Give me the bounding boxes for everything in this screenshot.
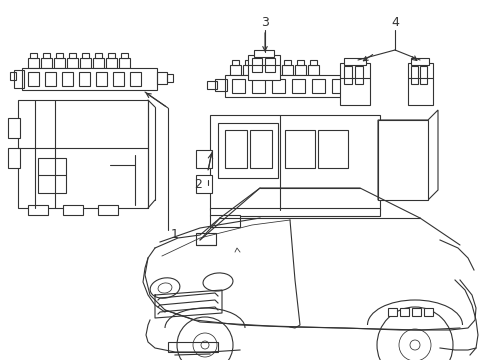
Bar	[343, 58, 365, 65]
Bar	[108, 53, 115, 58]
Bar	[285, 130, 314, 168]
Text: 1: 1	[171, 229, 179, 242]
Bar	[119, 58, 130, 68]
Bar	[30, 53, 37, 58]
Bar	[67, 58, 78, 68]
Bar	[209, 208, 379, 216]
Bar	[14, 70, 24, 88]
Bar	[294, 65, 305, 75]
Bar	[62, 72, 73, 86]
Bar	[251, 58, 262, 72]
Bar	[244, 60, 251, 65]
Bar	[18, 100, 148, 208]
Bar	[423, 308, 432, 316]
Bar	[196, 233, 216, 245]
Bar	[43, 53, 50, 58]
Bar	[317, 130, 347, 168]
Bar	[271, 79, 285, 93]
Bar	[28, 72, 39, 86]
Text: 2: 2	[194, 179, 202, 192]
Bar	[410, 58, 428, 65]
Bar	[196, 175, 212, 193]
Bar	[399, 308, 408, 316]
Bar	[411, 308, 420, 316]
Polygon shape	[377, 110, 437, 200]
Bar	[196, 150, 212, 168]
Bar	[54, 58, 65, 68]
Bar	[168, 342, 218, 352]
Bar	[264, 58, 274, 72]
Bar	[231, 60, 239, 65]
Bar	[343, 66, 351, 84]
Bar	[296, 60, 304, 65]
Bar	[307, 65, 318, 75]
Bar	[311, 79, 325, 93]
Text: 3: 3	[261, 15, 268, 28]
Bar	[209, 115, 379, 210]
Bar	[96, 72, 107, 86]
Bar	[268, 65, 280, 75]
Bar	[56, 53, 63, 58]
Bar	[63, 205, 83, 215]
Bar	[282, 65, 292, 75]
Bar	[8, 148, 20, 168]
Bar	[410, 66, 417, 84]
Bar	[224, 75, 359, 97]
Bar	[106, 58, 117, 68]
Text: 4: 4	[390, 15, 398, 28]
Bar	[377, 120, 427, 200]
Bar	[309, 60, 316, 65]
Bar	[331, 79, 345, 93]
Bar	[93, 58, 104, 68]
Bar	[215, 79, 226, 91]
Bar	[407, 63, 432, 105]
Bar	[10, 72, 16, 80]
Bar	[79, 72, 90, 86]
Bar	[69, 53, 76, 58]
Bar	[284, 60, 290, 65]
Bar	[419, 66, 426, 84]
Bar	[258, 60, 264, 65]
Bar	[247, 55, 280, 80]
Bar	[98, 205, 118, 215]
Bar	[38, 158, 66, 193]
Bar	[229, 65, 241, 75]
Bar	[224, 130, 246, 168]
Bar	[22, 68, 157, 90]
Bar	[270, 60, 278, 65]
Bar	[113, 72, 124, 86]
Bar	[256, 65, 266, 75]
Bar	[209, 215, 240, 227]
Bar	[231, 79, 244, 93]
Bar	[8, 118, 20, 138]
Bar	[41, 58, 52, 68]
Bar	[130, 72, 141, 86]
Bar	[387, 308, 396, 316]
Bar	[80, 58, 91, 68]
Bar	[251, 79, 264, 93]
Bar	[354, 66, 362, 84]
Bar	[206, 81, 217, 89]
Bar	[339, 63, 369, 105]
Bar	[253, 50, 273, 57]
Bar	[45, 72, 56, 86]
Bar	[291, 79, 305, 93]
Bar	[218, 123, 278, 178]
Bar	[121, 53, 128, 58]
Bar	[28, 205, 48, 215]
Bar	[28, 58, 39, 68]
Bar	[82, 53, 89, 58]
Bar	[243, 65, 253, 75]
Bar	[167, 74, 173, 82]
Bar	[249, 130, 271, 168]
Bar	[157, 72, 167, 84]
Bar	[95, 53, 102, 58]
